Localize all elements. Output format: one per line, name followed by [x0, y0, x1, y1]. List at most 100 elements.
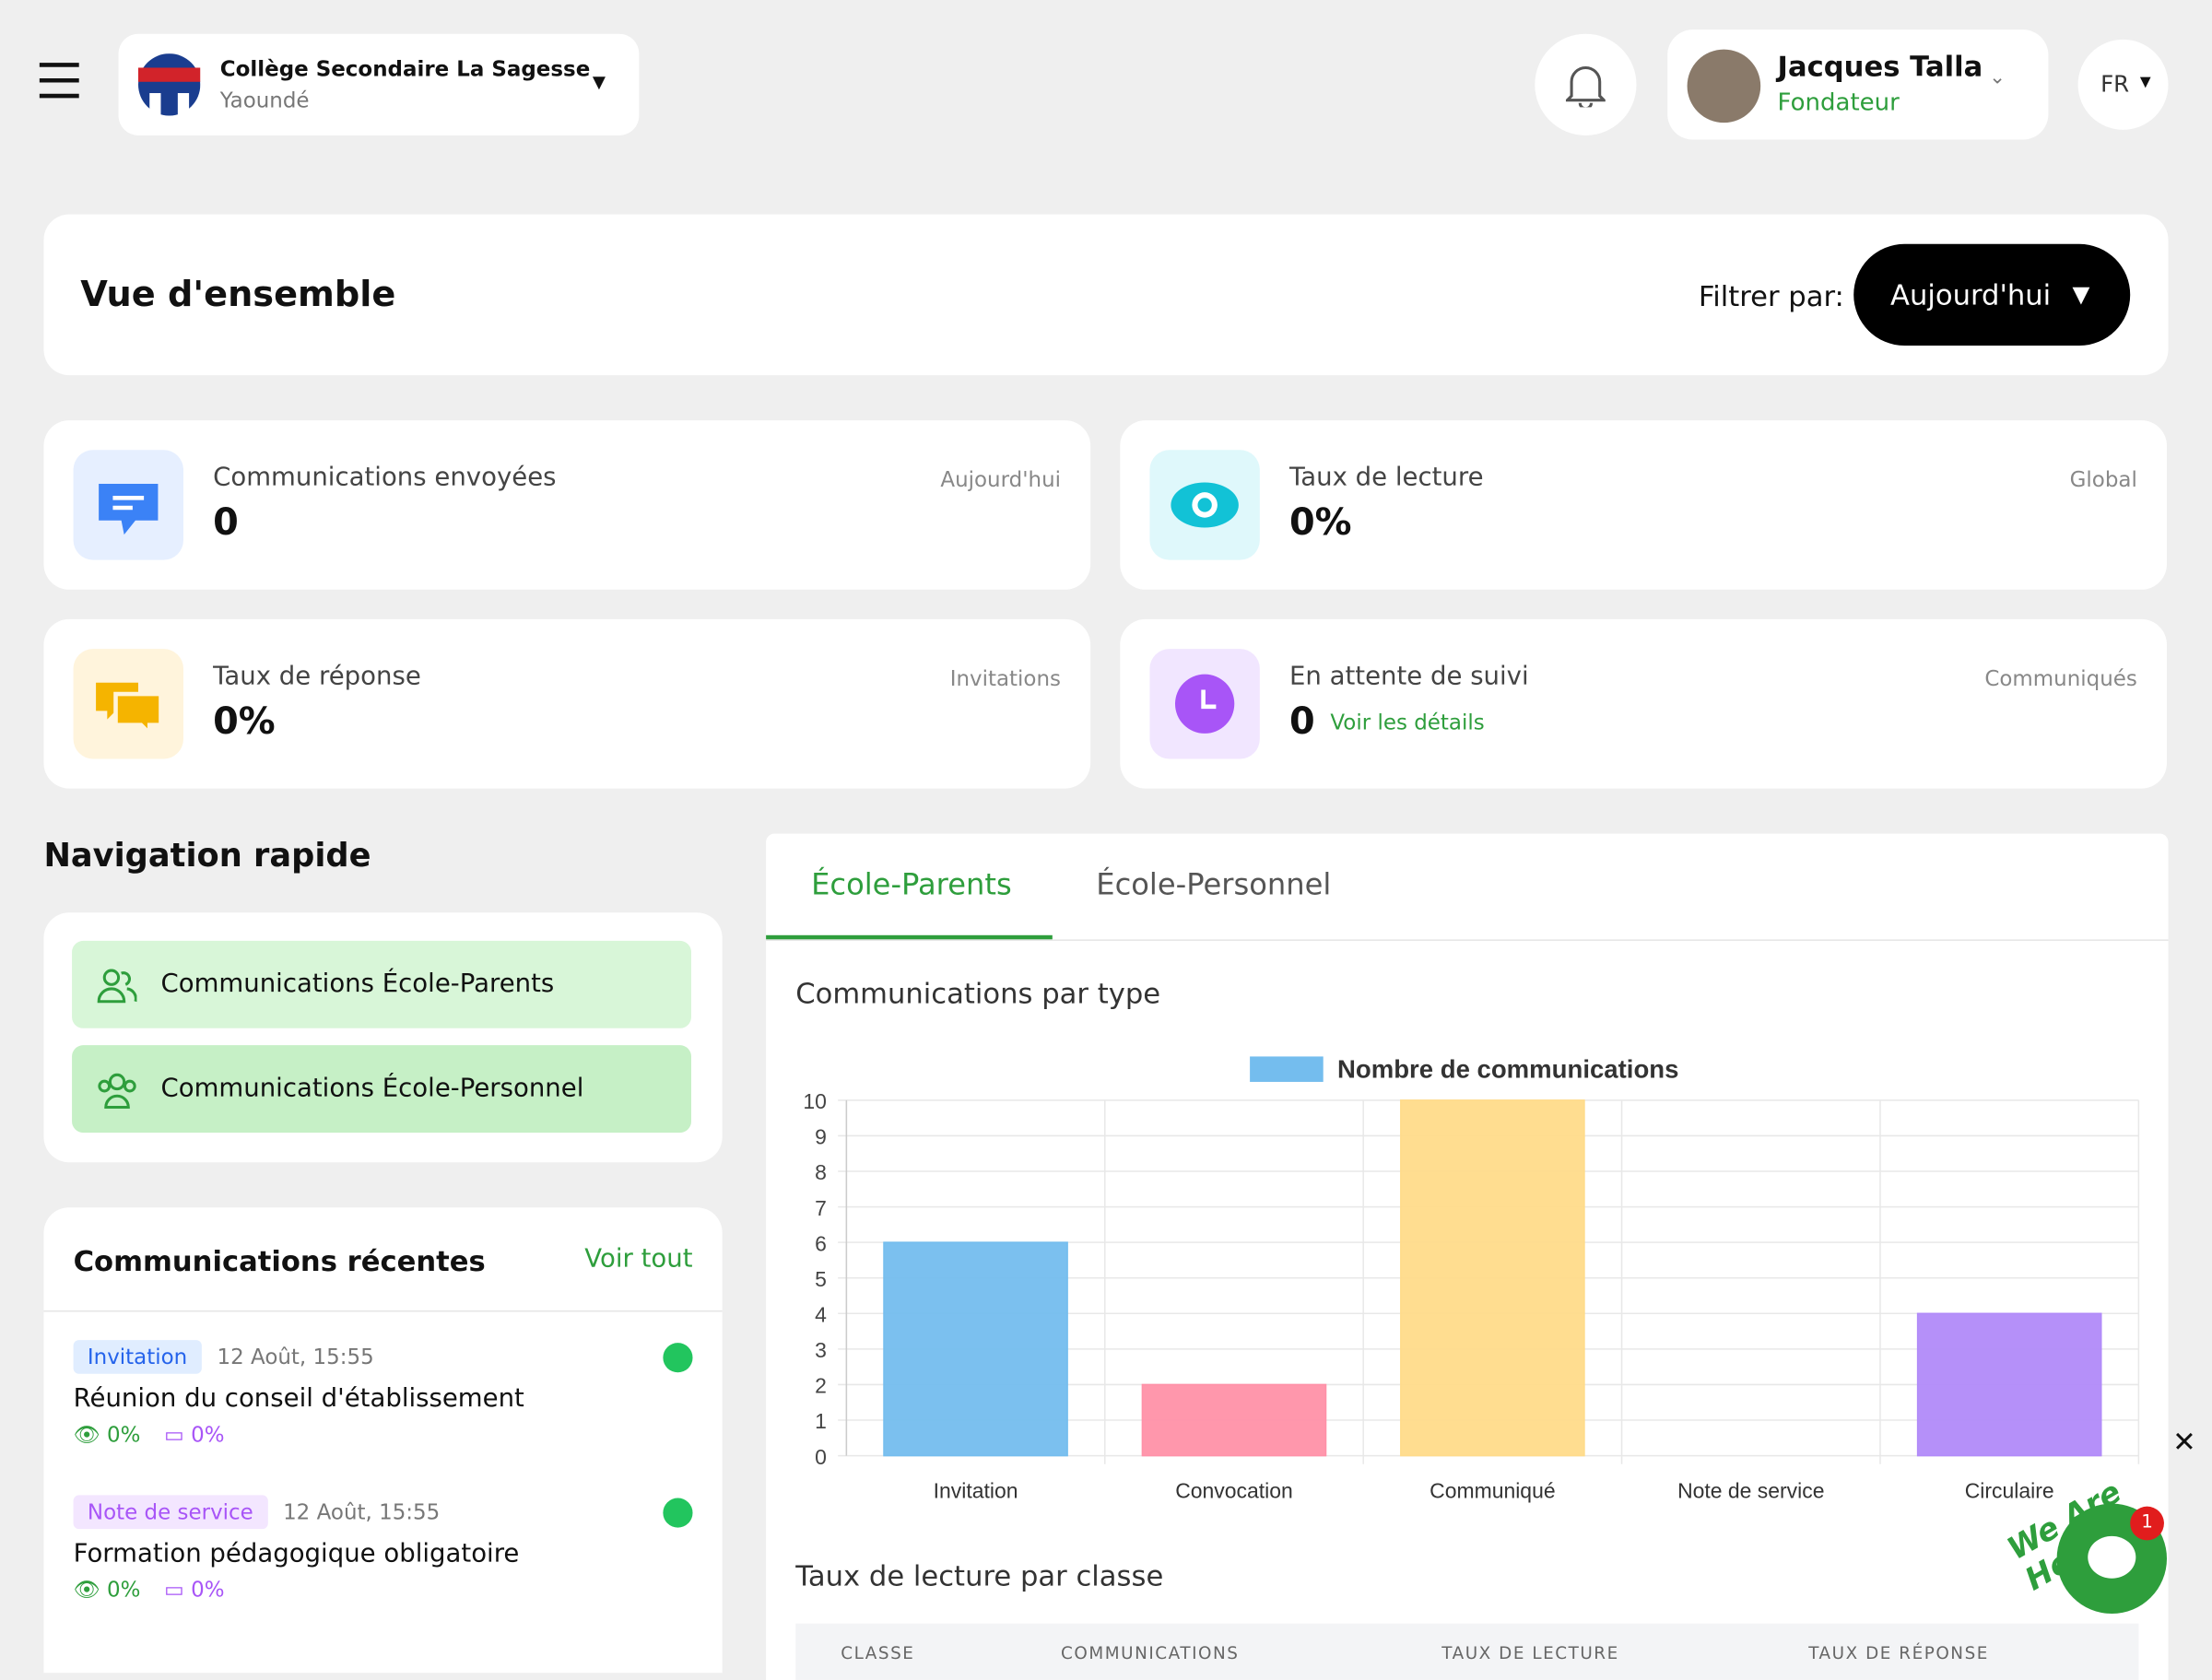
school-name: Collège Secondaire La Sagesse [219, 56, 591, 82]
close[interactable]: ✕ [2172, 1424, 2196, 1459]
caret: ▼ [2139, 75, 2151, 90]
language[interactable]: FR ▼ [2077, 39, 2169, 130]
stat-scope: Global [2069, 466, 2137, 493]
column-header: TAUX DE LECTURE [1441, 1643, 1619, 1663]
stat-scope: Communiqués [1984, 665, 2137, 691]
bar [1400, 1099, 1585, 1457]
column-header: COMMUNICATIONS [1061, 1643, 1240, 1663]
section-title: Navigation rapide [43, 838, 371, 875]
stat-value: 0% [1288, 501, 1352, 545]
y-tick-label: 5 [815, 1267, 827, 1291]
filter-value: Aujourd'hui [1890, 277, 2052, 312]
y-tick-label: 10 [803, 1089, 827, 1113]
legend-label: Nombre de communications [1337, 1054, 1678, 1083]
nav-item[interactable]: Communications École-Parents [72, 940, 691, 1028]
stat-label: Taux de lecture [1288, 463, 1484, 493]
status-dot [663, 1498, 693, 1528]
read-rate: 0% [107, 1577, 141, 1603]
avatar [1687, 49, 1761, 123]
stat-icon [73, 450, 183, 560]
x-tick-label: Communiqué [1430, 1478, 1555, 1502]
chart-title: Communications par type [795, 976, 1161, 1010]
bar [1141, 1383, 1327, 1457]
card-title: Communications récentes [73, 1243, 486, 1278]
caret: ⌄ [1989, 65, 2006, 89]
read-rate: 0% [107, 1421, 141, 1448]
stat-icon [1149, 450, 1260, 560]
divider [766, 939, 2169, 941]
details-link[interactable]: Voir les détails [1330, 709, 1485, 735]
recent-card: Communications récentes Voir tout Invita… [43, 1207, 723, 1674]
bell-icon [1565, 66, 1606, 108]
table-title: Taux de lecture par classe [795, 1558, 1164, 1593]
item-title: Formation pédagogique obligatoire [73, 1538, 520, 1569]
chat-widget[interactable]: ✕ We Are Here! 1 [1975, 1425, 2212, 1652]
tab-indicator [766, 934, 1053, 940]
x-tick-label: Circulaire [1965, 1478, 2054, 1502]
reply-rate: 0% [191, 1421, 225, 1448]
date: 12 Août, 15:55 [283, 1499, 441, 1525]
notifications[interactable] [1535, 33, 1637, 135]
see-all[interactable]: Voir tout [584, 1243, 693, 1275]
x-tick-label: Invitation [934, 1478, 1018, 1502]
quick-nav: Communications École-Parents Communicati… [43, 912, 723, 1163]
date: 12 Août, 15:55 [217, 1344, 374, 1370]
recent-item[interactable]: Invitation 12 Août, 15:55 Réunion du con… [73, 1340, 524, 1448]
caret: ▼ [2072, 280, 2090, 308]
menu-icon[interactable] [38, 62, 80, 99]
user-menu[interactable]: Jacques Talla Fondateur ⌄ [1667, 29, 2049, 140]
status-dot [663, 1343, 693, 1373]
stat-icon [73, 649, 183, 759]
stat-scope: Invitations [949, 665, 1062, 691]
y-tick-label: 3 [815, 1338, 827, 1362]
stat-card: Taux de réponse 0% Invitations [43, 618, 1091, 789]
y-tick-label: 4 [815, 1302, 827, 1326]
y-tick-label: 8 [815, 1160, 827, 1184]
language-code: FR [2100, 70, 2130, 98]
bar [1916, 1312, 2102, 1457]
y-tick-label: 9 [815, 1125, 827, 1149]
divider [43, 1310, 723, 1312]
y-tick-label: 0 [815, 1445, 827, 1469]
school-logo [137, 53, 201, 116]
bar [883, 1241, 1068, 1457]
tag: Note de service [73, 1495, 268, 1530]
nav-item[interactable]: Communications École-Personnel [72, 1045, 691, 1134]
stat-value: 0 [213, 501, 239, 545]
school-city: Yaoundé [219, 87, 310, 113]
filter-dropdown[interactable]: Aujourd'hui ▼ [1853, 243, 2131, 346]
caret: ▼ [592, 72, 606, 92]
stat-value: 0% [213, 700, 276, 744]
stat-label: En attente de suivi [1288, 661, 1529, 691]
column-header: TAUX DE RÉPONSE [1808, 1643, 1989, 1663]
stat-label: Communications envoyées [213, 463, 557, 493]
overview-title: Vue d'ensemble [80, 273, 396, 315]
stat-value: 0 [1288, 700, 1315, 744]
stat-scope: Aujourd'hui [940, 466, 1062, 493]
recent-item[interactable]: Note de service 12 Août, 15:55 Formation… [73, 1495, 520, 1603]
stat-card: Communications envoyées 0 Aujourd'hui [43, 420, 1091, 590]
nav-icon [98, 1073, 136, 1110]
overview-bar: Vue d'ensemble Filtrer par: Aujourd'hui … [43, 214, 2169, 376]
stat-card: En attente de suivi 0 Voir les détails C… [1120, 618, 2168, 789]
user-name: Jacques Talla [1777, 49, 1983, 84]
user-role: Fondateur [1777, 88, 1900, 118]
stat-icon [1149, 649, 1260, 759]
nav-icon [97, 969, 137, 1004]
school-selector[interactable]: Collège Secondaire La Sagesse Yaoundé ▼ [118, 33, 640, 135]
x-tick-label: Convocation [1175, 1478, 1293, 1502]
tab[interactable]: École-Parents [811, 867, 1012, 902]
bar-chart: Nombre de communications 0 1 2 3 4 5 6 7 8 9 10 Invi… [803, 1054, 2140, 1502]
x-tick-label: Note de service [1677, 1478, 1824, 1502]
y-tick-label: 7 [815, 1196, 827, 1220]
reply-rate: 0% [191, 1577, 225, 1603]
column-header: CLASSE [841, 1643, 915, 1663]
table-header: CLASSE COMMUNICATIONS TAUX DE LECTURE TA… [795, 1623, 2139, 1680]
stat-card: Taux de lecture 0% Global [1120, 420, 2168, 590]
tab[interactable]: École-Personnel [1096, 867, 1332, 902]
y-tick-label: 1 [815, 1409, 827, 1433]
y-tick-label: 6 [815, 1231, 827, 1255]
item-title: Réunion du conseil d'établissement [73, 1383, 524, 1414]
stat-label: Taux de réponse [213, 661, 421, 691]
